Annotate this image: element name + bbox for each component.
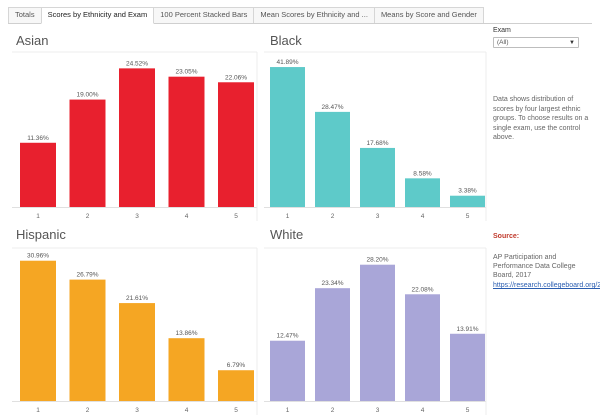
- bar-data-label: 6.79%: [227, 362, 246, 369]
- bar-data-label: 23.34%: [321, 280, 343, 287]
- bar-2[interactable]: [69, 99, 106, 207]
- x-tick-label: 3: [376, 407, 380, 414]
- chart-title-hispanic: Hispanic: [16, 227, 66, 242]
- bar-data-label: 22.06%: [225, 74, 247, 81]
- bar-data-label: 21.61%: [126, 295, 148, 302]
- bar-4[interactable]: [168, 76, 205, 207]
- bar-5[interactable]: [450, 333, 485, 401]
- x-tick-label: 5: [234, 407, 238, 414]
- x-tick-label: 5: [466, 407, 470, 414]
- bar-data-label: 17.68%: [366, 140, 388, 147]
- bar-4[interactable]: [405, 178, 440, 207]
- hispanic-bar-chart: 30.96% 1 26.79% 2 21.61% 3 13.86% 4 6.79% 5: [12, 247, 258, 415]
- tab-mean-scores-by-ethnicity[interactable]: Mean Scores by Ethnicity and ...: [253, 7, 375, 23]
- source-label: Source:: [493, 233, 520, 240]
- bar-1[interactable]: [20, 142, 56, 207]
- bar-3[interactable]: [119, 68, 155, 207]
- bar-data-label: 28.20%: [366, 257, 388, 264]
- tab-scores-by-ethnicity-and-exam[interactable]: Scores by Ethnicity and Exam: [40, 7, 155, 24]
- bar-1[interactable]: [20, 260, 56, 401]
- bar-data-label: 28.47%: [321, 104, 343, 111]
- bar-5[interactable]: [450, 195, 485, 207]
- chart-title-asian: Asian: [16, 33, 49, 48]
- bar-data-label: 19.00%: [76, 92, 98, 99]
- source-text: AP Participation and Performance Data Co…: [493, 254, 576, 279]
- bar-data-label: 8.58%: [413, 170, 432, 177]
- bar-3[interactable]: [360, 147, 395, 207]
- exam-filter-label: Exam: [493, 27, 511, 34]
- bar-data-label: 12.47%: [276, 333, 298, 340]
- asian-bar-chart: 11.36% 1 19.00% 2 24.52% 3 23.05% 4 22.06% 5: [12, 51, 258, 221]
- bar-data-label: 26.79%: [76, 272, 98, 279]
- chart-title-black: Black: [270, 33, 302, 48]
- bar-data-label: 13.86%: [175, 330, 197, 337]
- x-tick-label: 2: [86, 213, 90, 220]
- exam-filter-panel: Exam (All) ▼: [493, 27, 593, 48]
- bar-5[interactable]: [218, 82, 254, 207]
- bar-3[interactable]: [119, 303, 155, 401]
- x-tick-label: 3: [135, 213, 139, 220]
- bar-data-label: 24.52%: [126, 60, 148, 67]
- x-tick-label: 3: [376, 213, 380, 220]
- bar-2[interactable]: [315, 111, 350, 207]
- x-tick-label: 4: [421, 213, 425, 220]
- x-tick-label: 3: [135, 407, 139, 414]
- bar-1[interactable]: [270, 67, 305, 207]
- x-tick-label: 2: [331, 407, 335, 414]
- bar-data-label: 13.91%: [456, 326, 478, 333]
- x-tick-label: 1: [286, 407, 290, 414]
- bar-data-label: 22.08%: [411, 286, 433, 293]
- tab-100-percent-stacked-bars[interactable]: 100 Percent Stacked Bars: [153, 7, 255, 23]
- bar-2[interactable]: [69, 279, 106, 401]
- x-tick-label: 2: [86, 407, 90, 414]
- bar-2[interactable]: [315, 288, 350, 401]
- black-bar-chart: 41.89% 1 28.47% 2 17.68% 3 8.58% 4 3.38% 5: [264, 51, 487, 221]
- chevron-down-icon: ▼: [569, 39, 575, 46]
- x-tick-label: 4: [185, 407, 189, 414]
- exam-filter-dropdown[interactable]: (All) ▼: [493, 37, 579, 48]
- white-bar-chart: 12.47% 1 23.34% 2 28.20% 3 22.08% 4 13.91% 5: [264, 247, 487, 415]
- x-tick-label: 2: [331, 213, 335, 220]
- tab-totals[interactable]: Totals: [8, 7, 42, 23]
- chart-title-white: White: [270, 227, 304, 242]
- bar-data-label: 23.05%: [175, 69, 197, 76]
- description-text: Data shows distribution of scores by fou…: [493, 96, 589, 141]
- x-tick-label: 4: [185, 213, 189, 220]
- x-tick-label: 5: [466, 213, 470, 220]
- bar-data-label: 41.89%: [276, 59, 298, 66]
- exam-filter-value: (All): [497, 39, 509, 46]
- tab-means-by-score-and-gender[interactable]: Means by Score and Gender: [373, 7, 484, 23]
- bar-data-label: 11.36%: [27, 135, 49, 142]
- bar-5[interactable]: [218, 370, 254, 401]
- source-link[interactable]: https://research.collegeboard.org/2017: [493, 282, 600, 289]
- x-tick-label: 4: [421, 407, 425, 414]
- bar-data-label: 3.38%: [458, 188, 477, 195]
- tab-bar: Totals Scores by Ethnicity and Exam 100 …: [8, 7, 592, 24]
- x-tick-label: 5: [234, 213, 238, 220]
- bar-data-label: 30.96%: [27, 253, 49, 260]
- x-tick-label: 1: [36, 213, 40, 220]
- bar-1[interactable]: [270, 340, 305, 401]
- bar-4[interactable]: [168, 338, 205, 401]
- bar-4[interactable]: [405, 294, 440, 401]
- bar-3[interactable]: [360, 264, 395, 401]
- x-tick-label: 1: [286, 213, 290, 220]
- x-tick-label: 1: [36, 407, 40, 414]
